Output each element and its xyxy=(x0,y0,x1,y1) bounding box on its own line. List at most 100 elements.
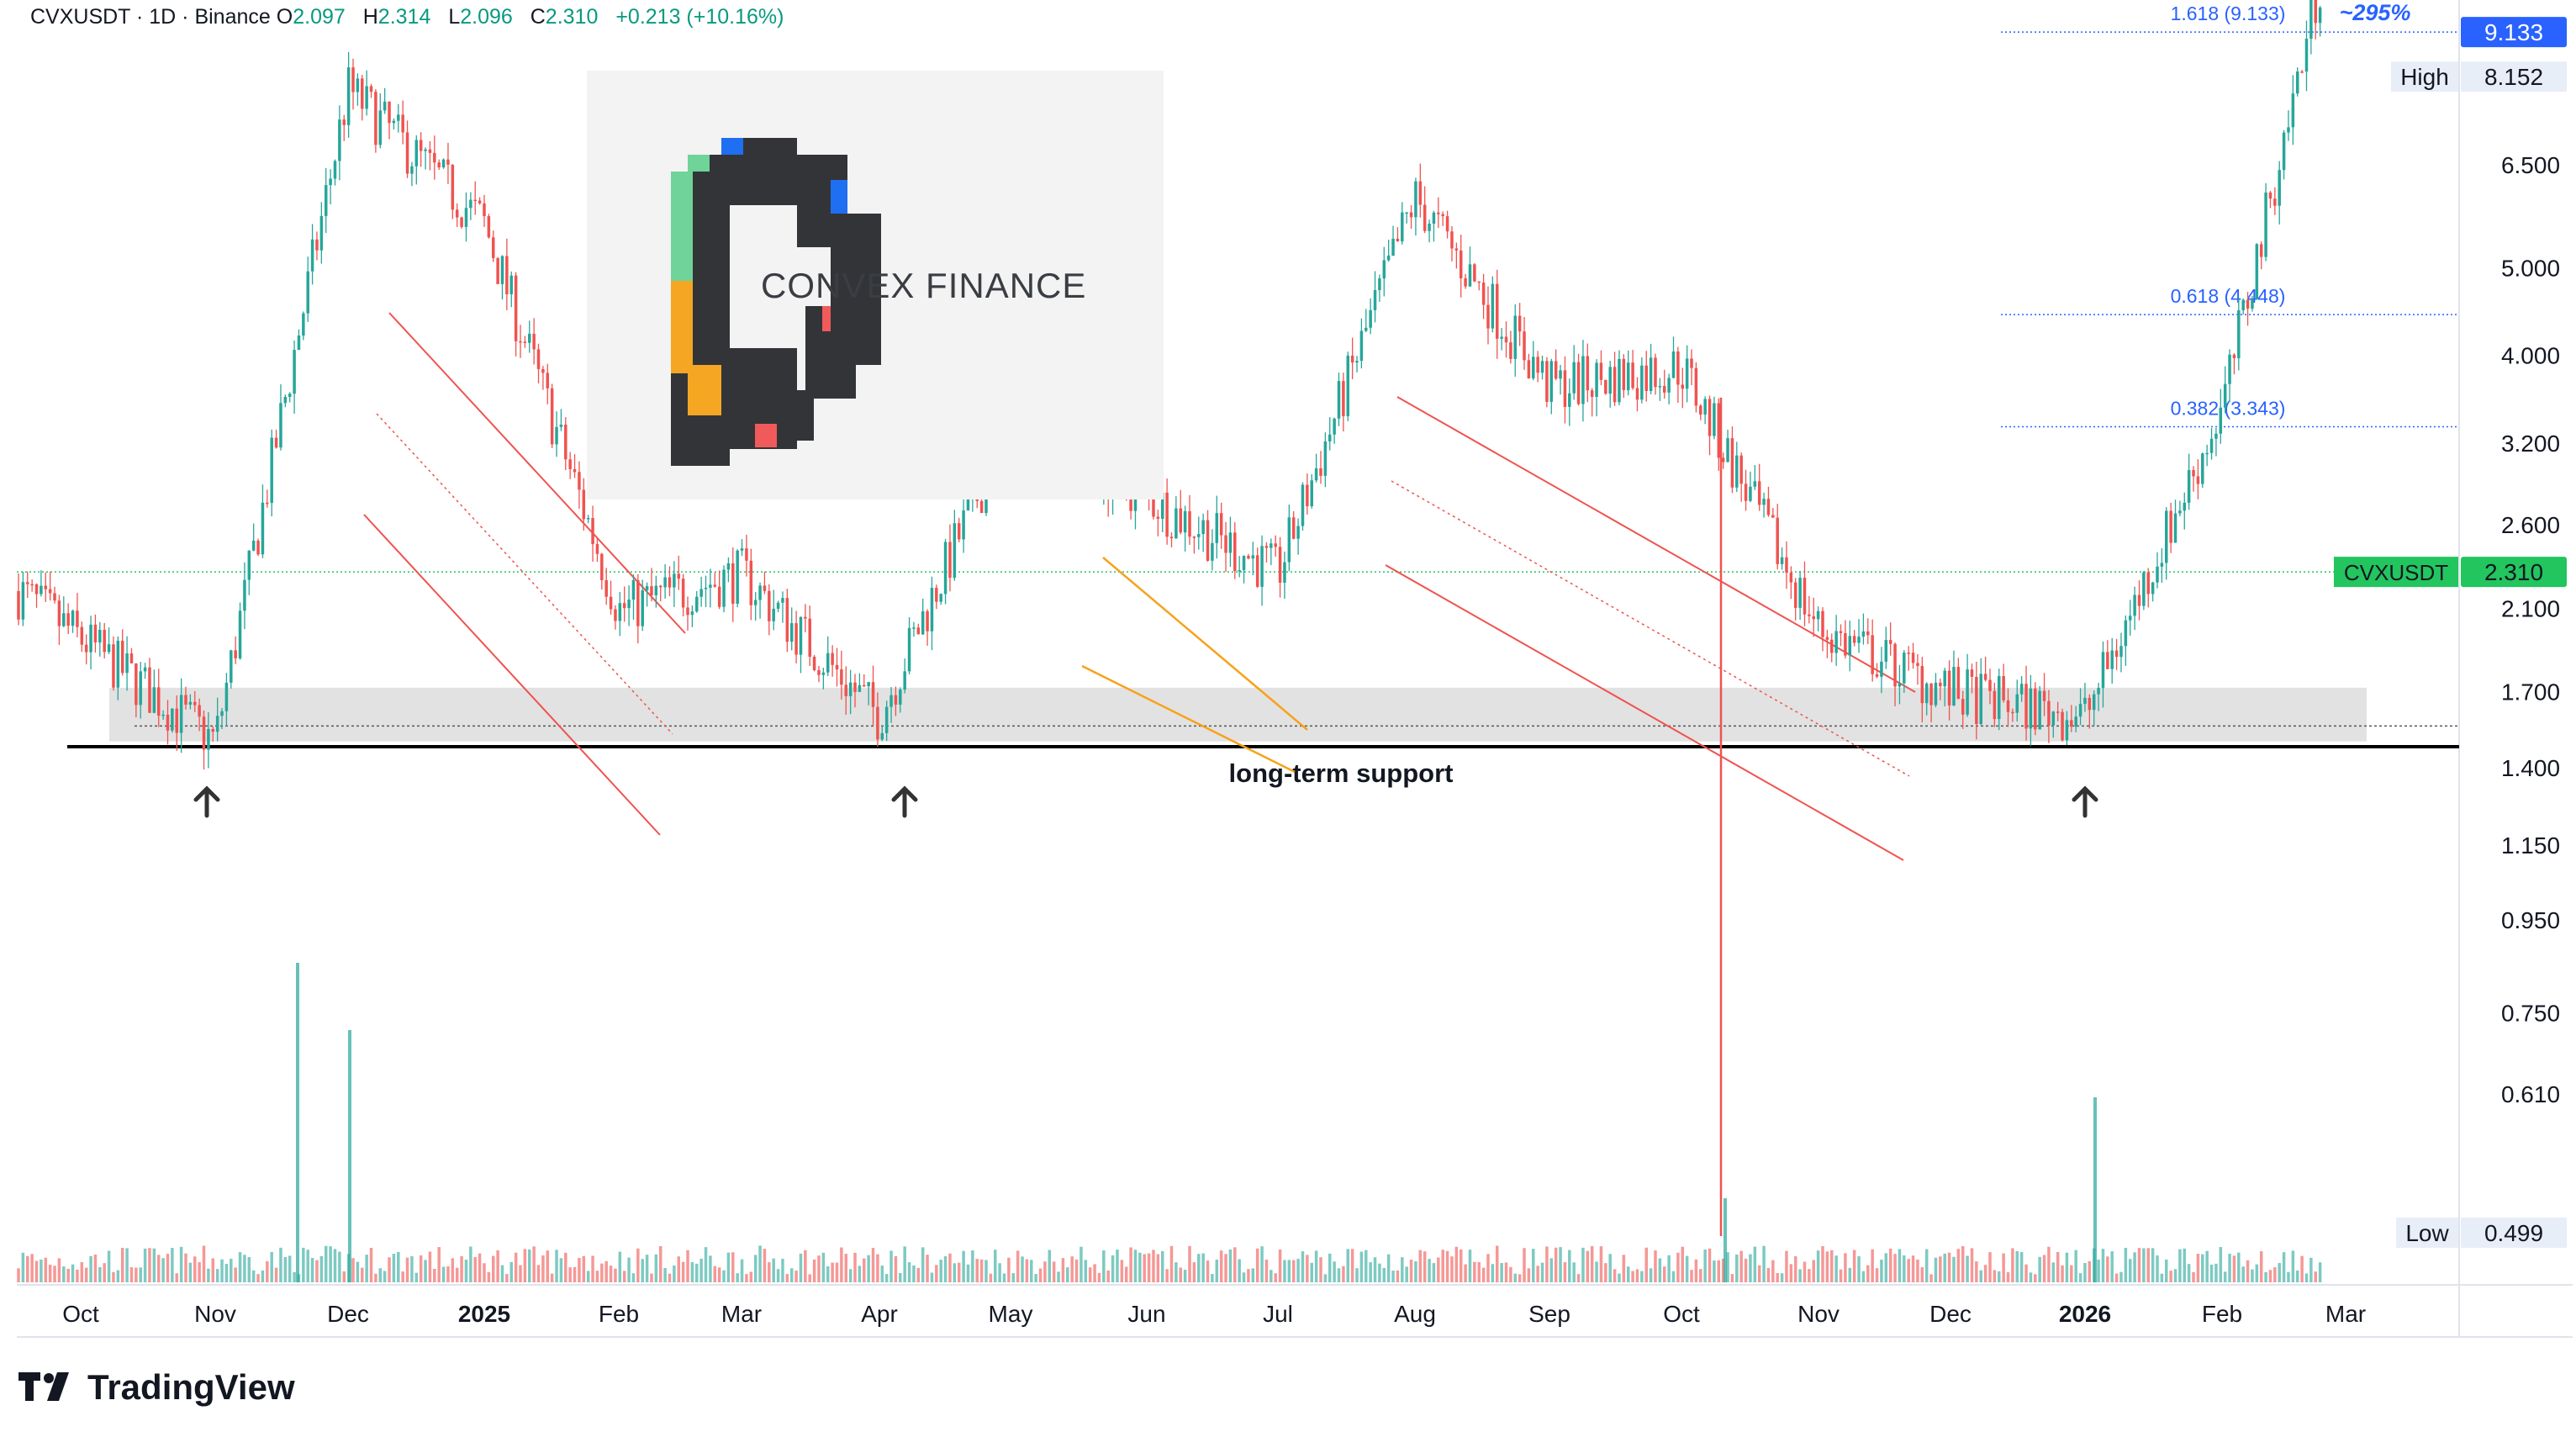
candle-body xyxy=(1152,492,1155,517)
volume-bar xyxy=(1640,1271,1644,1282)
candle-body xyxy=(40,585,43,594)
candle-body xyxy=(1255,555,1259,587)
volume-bar xyxy=(356,1261,360,1282)
candle-body xyxy=(1708,399,1712,436)
candle-body xyxy=(1626,362,1630,390)
volume-bar xyxy=(1644,1247,1648,1282)
volume-bar xyxy=(135,1267,138,1282)
candle-body xyxy=(1206,520,1210,561)
volume-bar xyxy=(1848,1267,1852,1282)
volume-bar xyxy=(2282,1252,2286,1282)
volume-bar xyxy=(2015,1250,2019,1282)
candle-body xyxy=(397,114,400,121)
candle-body xyxy=(713,584,717,587)
volume-bar xyxy=(315,1260,319,1282)
candle-body xyxy=(2178,510,2182,514)
candle-body xyxy=(695,596,699,612)
candle-body xyxy=(483,203,486,217)
volume-bar xyxy=(1866,1265,1870,1282)
candle-body xyxy=(256,541,260,555)
volume-bar xyxy=(1238,1259,1241,1282)
volume-bar xyxy=(1812,1260,1815,1282)
candle-body xyxy=(871,682,875,707)
x-tick-label: Oct xyxy=(62,1301,99,1327)
x-tick-label: Nov xyxy=(1797,1301,1840,1327)
volume-bar xyxy=(1798,1269,1802,1282)
volume-spike xyxy=(348,1030,351,1282)
high-value: 2.314 xyxy=(377,5,431,29)
candle-body xyxy=(1563,370,1567,407)
candle-body xyxy=(464,208,468,227)
high-label: H xyxy=(362,5,378,29)
tradingview-brand[interactable]: TradingView xyxy=(18,1367,295,1408)
candle-body xyxy=(1884,640,1888,662)
symbol[interactable]: CVXUSDT xyxy=(30,5,131,29)
volume-bar xyxy=(171,1248,174,1282)
volume-bar xyxy=(405,1257,409,1282)
volume-bar xyxy=(1002,1273,1006,1282)
volume-bar xyxy=(1966,1255,1969,1282)
volume-bar xyxy=(966,1264,970,1282)
candle-body xyxy=(650,586,653,595)
volume-bar xyxy=(2083,1263,2087,1282)
candle-body xyxy=(1744,483,1748,501)
volume-bar xyxy=(1572,1262,1576,1282)
candle-body xyxy=(926,611,929,631)
candle-body xyxy=(2024,684,2028,729)
candle-body xyxy=(274,437,278,448)
candle-body xyxy=(1549,361,1554,402)
interval[interactable]: 1D xyxy=(149,5,177,29)
volume-bar xyxy=(717,1267,721,1282)
volume-bar xyxy=(148,1248,151,1282)
volume-bar xyxy=(1744,1258,1748,1282)
candle-body xyxy=(863,684,866,687)
volume-bar xyxy=(2192,1271,2195,1282)
volume-bar xyxy=(1084,1260,1088,1282)
volume-bar xyxy=(673,1265,676,1282)
volume-bar xyxy=(2110,1251,2114,1282)
candle-body xyxy=(1296,526,1300,539)
volume-bar xyxy=(1554,1247,1558,1282)
candle-body xyxy=(1844,632,1847,656)
volume-bar xyxy=(279,1247,282,1282)
y-tick-label: 3.200 xyxy=(2501,431,2560,457)
volume-bar xyxy=(1662,1266,1666,1282)
candle-body xyxy=(1491,283,1495,329)
candle-body xyxy=(1943,670,1946,687)
candle-body xyxy=(1192,536,1196,538)
candle-body xyxy=(2201,453,2204,484)
volume-bar xyxy=(2201,1254,2204,1282)
candle-body xyxy=(135,663,138,705)
volume-bar xyxy=(943,1255,948,1282)
volume-bar xyxy=(1839,1269,1843,1282)
candle-body xyxy=(2101,652,2105,689)
x-tick-label: Jun xyxy=(1127,1301,1165,1327)
candle-body xyxy=(2187,470,2191,503)
candle-body xyxy=(1270,543,1273,548)
candle-body xyxy=(1699,405,1702,415)
volume-bar xyxy=(1165,1269,1169,1282)
candle-body xyxy=(1947,670,1951,706)
volume-bar xyxy=(1093,1264,1096,1282)
candle-body xyxy=(2106,652,2109,669)
low-value: 2.096 xyxy=(460,5,513,29)
candle-body xyxy=(62,613,66,626)
volume-bar xyxy=(1920,1267,1924,1282)
volume-bar xyxy=(247,1256,251,1282)
candle-body xyxy=(826,653,830,673)
candle-body xyxy=(2088,697,2092,711)
candle-body xyxy=(2156,566,2159,583)
volume-bar xyxy=(48,1265,52,1282)
candle-body xyxy=(433,152,436,163)
volume-bar xyxy=(2038,1256,2041,1282)
candle-body xyxy=(1685,358,1689,389)
candle-body xyxy=(1504,336,1508,343)
volume-bar xyxy=(1988,1252,1992,1282)
volume-bar xyxy=(1355,1268,1359,1282)
candle-body xyxy=(1785,557,1788,573)
candle-body xyxy=(1812,616,1815,620)
volume-bar xyxy=(2173,1269,2177,1282)
volume-bar xyxy=(1228,1249,1233,1282)
volume-bar xyxy=(1961,1245,1965,1282)
